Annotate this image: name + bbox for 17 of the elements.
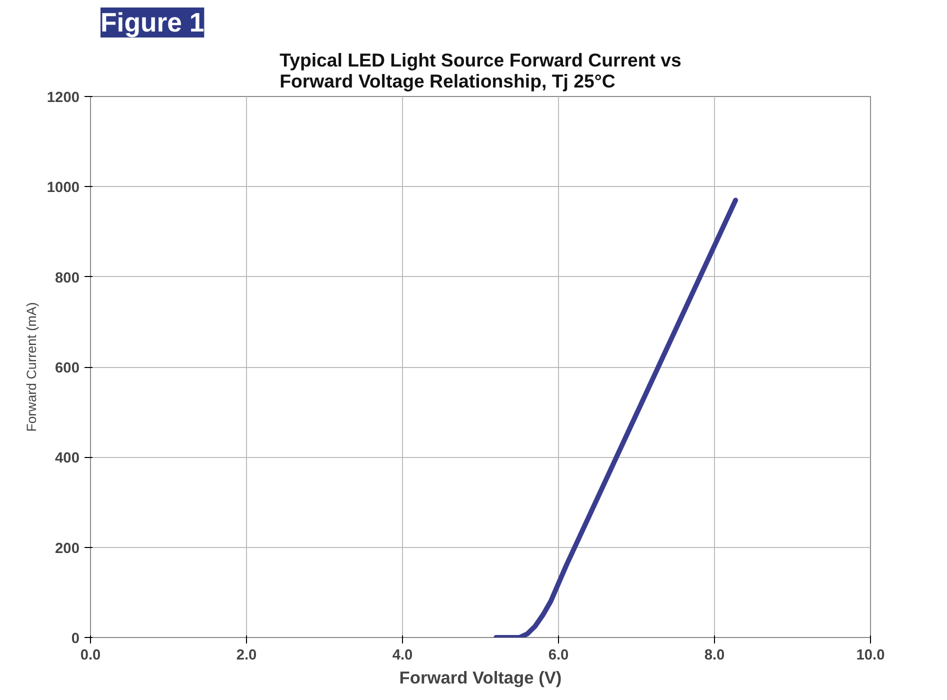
x-tick-label: 4.0 xyxy=(392,648,413,664)
y-tick-label: 600 xyxy=(55,360,80,376)
x-tick-label: 2.0 xyxy=(236,648,257,664)
y-tick-label: 400 xyxy=(55,450,80,467)
x-tick-label: 6.0 xyxy=(548,648,569,664)
y-tick-label: 800 xyxy=(55,270,80,286)
y-axis-title: Forward Current (mA) xyxy=(24,302,39,432)
y-tick-label: 200 xyxy=(55,540,80,557)
x-tick-label: 10.0 xyxy=(856,648,885,664)
y-tick-label: 1200 xyxy=(46,90,80,106)
y-tick-label: 1000 xyxy=(46,180,80,196)
x-axis-title: Forward Voltage (V) xyxy=(399,668,562,688)
chart-title: Figure 1 xyxy=(100,8,204,38)
x-tick-label: 0.0 xyxy=(80,648,101,664)
x-tick-label: 8.0 xyxy=(704,648,725,664)
y-tick-label: 0 xyxy=(71,631,80,647)
chart-subtitle: Typical LED Light Source Forward Current vs Forward Voltage Relationship, Tj 25°C xyxy=(280,50,682,92)
